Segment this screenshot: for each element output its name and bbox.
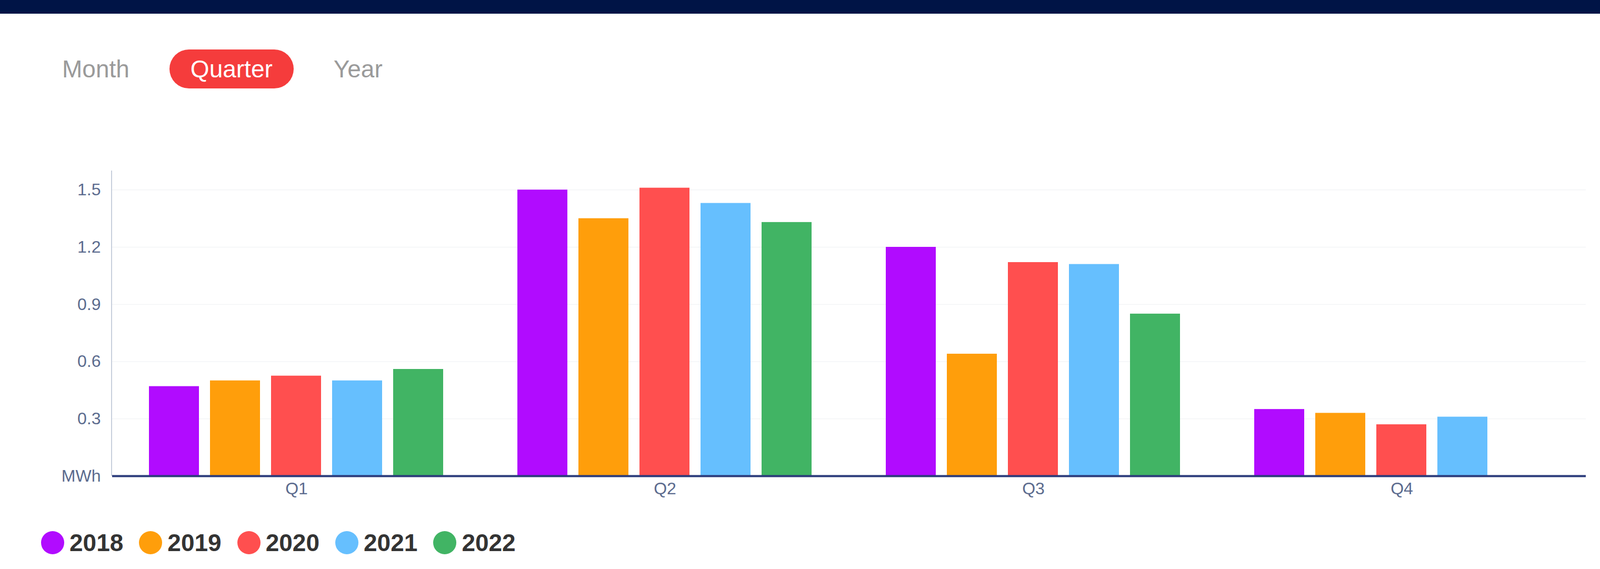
- svg-text:Q2: Q2: [653, 478, 677, 498]
- html-text:2021: 2021: [363, 528, 418, 557]
- html-text:Month: Month: [62, 55, 130, 83]
- svg-text:0.3: 0.3: [77, 408, 101, 428]
- svg-text:Q3: Q3: [1022, 478, 1045, 498]
- svg-text:Q1: Q1: [285, 478, 308, 498]
- html-text:2019: 2019: [167, 528, 222, 557]
- svg-text:Q4: Q4: [1390, 478, 1414, 498]
- html-text:Quarter: Quarter: [190, 55, 273, 83]
- html-text:2020: 2020: [265, 528, 320, 557]
- html-text:2022: 2022: [461, 528, 516, 557]
- svg-text:0.6: 0.6: [77, 351, 101, 371]
- svg-text:0.9: 0.9: [77, 294, 101, 314]
- html-text:Year: Year: [333, 55, 383, 83]
- svg-text:1.2: 1.2: [77, 237, 101, 257]
- svg-text:MWh: MWh: [61, 466, 102, 486]
- html-text:2018: 2018: [69, 528, 124, 557]
- svg-text:1.5: 1.5: [77, 180, 101, 199]
